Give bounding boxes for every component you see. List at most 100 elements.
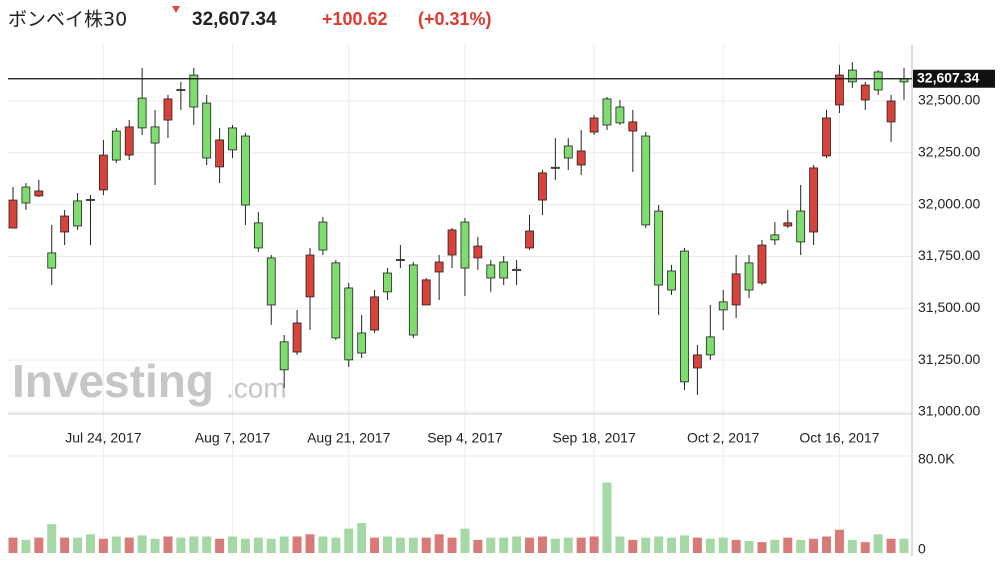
candle-body bbox=[512, 268, 522, 271]
volume-bar bbox=[499, 537, 509, 553]
alert-icon bbox=[172, 6, 180, 13]
volume-bar bbox=[331, 537, 341, 553]
volume-bar bbox=[783, 537, 793, 553]
volume-bar bbox=[434, 534, 444, 553]
volume-bar bbox=[847, 539, 857, 553]
volume-bar bbox=[899, 538, 909, 553]
last-price-label: 32,607.34 bbox=[917, 69, 979, 85]
candle-body bbox=[86, 199, 95, 201]
candle-body bbox=[486, 264, 496, 279]
volume-tick-label: 0 bbox=[918, 541, 926, 557]
candle-body bbox=[279, 341, 289, 371]
candle-body bbox=[873, 71, 883, 91]
candle-body bbox=[770, 234, 780, 241]
volume-bar bbox=[124, 537, 134, 553]
candle-body bbox=[305, 254, 315, 298]
volume-bar bbox=[654, 536, 664, 553]
volume-bar bbox=[512, 536, 522, 553]
volume-bar bbox=[228, 536, 238, 553]
last-price-box bbox=[913, 69, 995, 88]
x-tick-label: Aug 7, 2017 bbox=[195, 430, 271, 446]
candle-body bbox=[189, 74, 199, 108]
y-tick-label: 31,750.00 bbox=[918, 247, 980, 263]
volume-bar bbox=[602, 482, 612, 553]
volume-bar bbox=[344, 528, 354, 553]
x-tick-label: Oct 16, 2017 bbox=[799, 430, 879, 446]
volume-bar bbox=[292, 536, 302, 553]
volume-bar bbox=[886, 538, 896, 553]
candle-body bbox=[98, 154, 108, 191]
candle-body bbox=[589, 117, 599, 133]
volume-bar bbox=[705, 538, 715, 553]
x-tick-label: Sep 18, 2017 bbox=[552, 430, 636, 446]
watermark-suffix: .com bbox=[226, 372, 287, 403]
volume-bar bbox=[486, 537, 496, 553]
candle-body bbox=[705, 336, 715, 356]
volume-bar bbox=[60, 537, 70, 553]
candle-body bbox=[576, 150, 586, 166]
candle-body bbox=[202, 102, 212, 159]
volume-bar bbox=[253, 537, 263, 553]
candle-body bbox=[499, 261, 509, 279]
volume-bar bbox=[266, 538, 276, 553]
candle-body bbox=[357, 332, 367, 354]
volume-bar bbox=[718, 537, 728, 553]
candle-body bbox=[318, 221, 328, 251]
volume-bar bbox=[563, 537, 573, 553]
candle-body bbox=[150, 126, 160, 144]
candle-body bbox=[602, 98, 612, 126]
candle-body bbox=[215, 139, 225, 168]
candle-body bbox=[757, 244, 767, 284]
candle-body bbox=[73, 200, 82, 227]
candle-body bbox=[447, 229, 457, 256]
volume-bar bbox=[21, 539, 31, 553]
candle-body bbox=[628, 121, 638, 132]
volume-bar bbox=[447, 537, 457, 553]
candle-body bbox=[421, 279, 431, 306]
volume-bar bbox=[641, 537, 651, 553]
volume-bar bbox=[834, 529, 844, 553]
volume-bar bbox=[47, 524, 57, 553]
candle-body bbox=[796, 210, 806, 243]
volume-bar bbox=[525, 537, 535, 553]
chart-title: ボンベイ株30 bbox=[8, 9, 127, 31]
watermark: Investing bbox=[12, 355, 214, 407]
volume-bar bbox=[318, 536, 328, 553]
candle-body bbox=[460, 221, 470, 269]
volume-bar bbox=[537, 536, 547, 553]
candle-body bbox=[370, 296, 379, 331]
x-tick-label: Aug 21, 2017 bbox=[307, 430, 391, 446]
volume-bar bbox=[305, 534, 315, 553]
candle-body bbox=[292, 322, 302, 353]
candle-body bbox=[615, 106, 625, 124]
volume-bar bbox=[550, 538, 560, 553]
candle-body bbox=[744, 262, 754, 291]
y-tick-label: 32,000.00 bbox=[918, 195, 980, 211]
marks-layer: 32,607.34 bbox=[8, 61, 995, 553]
volume-bar bbox=[408, 537, 418, 553]
candle-body bbox=[525, 230, 534, 249]
candle-body bbox=[680, 250, 689, 383]
volume-bar bbox=[240, 538, 250, 553]
change-pct: (+0.31%) bbox=[418, 9, 492, 29]
volume-bar bbox=[770, 539, 780, 553]
volume-bar bbox=[615, 536, 625, 553]
y-tick-label: 32,250.00 bbox=[918, 144, 980, 160]
candle-body bbox=[34, 190, 44, 197]
volume-bar bbox=[809, 538, 819, 553]
volume-bar bbox=[576, 537, 586, 553]
y-tick-label: 32,500.00 bbox=[918, 92, 980, 108]
candle-body bbox=[344, 287, 354, 361]
candle-body bbox=[809, 167, 819, 233]
candle-body bbox=[228, 127, 237, 151]
volume-bar bbox=[279, 536, 289, 553]
candle-body bbox=[47, 252, 57, 269]
volume-bar bbox=[744, 541, 754, 553]
y-tick-label: 31,000.00 bbox=[918, 403, 980, 419]
volume-bar bbox=[473, 539, 483, 553]
volume-bar bbox=[357, 523, 367, 553]
volume-bar bbox=[860, 542, 870, 553]
volume-bar bbox=[757, 542, 767, 553]
